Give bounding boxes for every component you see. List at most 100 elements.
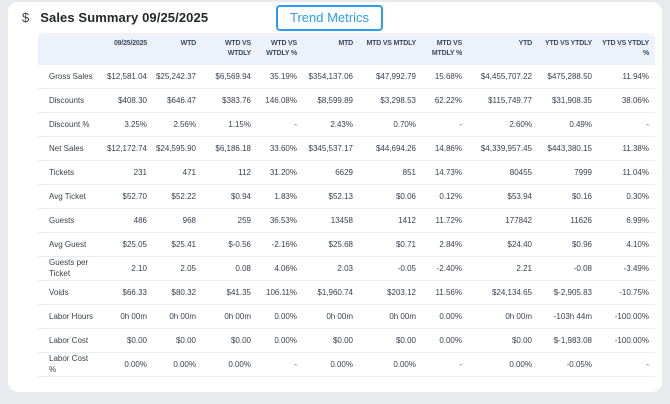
cell: 0.12% — [421, 184, 467, 209]
table-row: Guests per Ticket 2.10 2.05 0.08 4.06% 2.03 -0… — [38, 256, 655, 281]
table-row: Labor Cost % 0.00% 0.00% 0.00% -0.00% 0.00% -0… — [38, 352, 655, 378]
cell: 13458 — [302, 208, 358, 233]
cell: $4,455,707.22 — [467, 64, 537, 89]
column-header: 09/25/2025 — [102, 33, 152, 65]
cell: 0h 00m — [102, 304, 152, 329]
cell: 0.00% — [421, 328, 467, 353]
cell: 6.99% — [597, 208, 655, 233]
cell: $0.94 — [201, 184, 256, 209]
table-row: Discounts $408.30 $646.47 $383.76 146.08% $8,… — [38, 88, 655, 113]
cell: - — [597, 112, 655, 137]
table-row: Gross Sales $12,581.04 $25,242.37 $6,569.94… — [38, 64, 655, 89]
row-label: Labor Hours — [38, 304, 102, 329]
cell: -3.49% — [597, 256, 655, 281]
trend-metrics-button[interactable]: Trend Metrics — [276, 5, 383, 32]
cell: $383.76 — [201, 88, 256, 113]
column-header: WTD — [152, 33, 201, 65]
cell: 0h 00m — [358, 304, 421, 329]
cell: $25,242.37 — [152, 64, 201, 89]
cell: -100.00% — [597, 328, 655, 353]
sales-summary-table: 09/25/2025 WTD WTD VS WTDLY WTD VS WTDLY % M… — [38, 33, 655, 378]
row-label: Voids — [38, 280, 102, 305]
row-label: Gross Sales — [38, 64, 102, 89]
cell: $24,595.90 — [152, 136, 201, 161]
cell: $-1,983.08 — [537, 328, 597, 353]
cell: $47,992.79 — [358, 64, 421, 89]
cell: $25.41 — [152, 232, 201, 257]
cell: 968 — [152, 208, 201, 233]
cell: $44,694.26 — [358, 136, 421, 161]
cell: $354,137.06 — [302, 64, 358, 89]
cell: 1.15% — [201, 112, 256, 137]
cell: 106.11% — [256, 280, 302, 305]
cell: $4,339,957.45 — [467, 136, 537, 161]
cell: 486 — [102, 208, 152, 233]
cell: -2.16% — [256, 232, 302, 257]
cell: 0.70% — [358, 112, 421, 137]
cell: $52.13 — [302, 184, 358, 209]
cell: 11.72% — [421, 208, 467, 233]
cell: $0.00 — [152, 328, 201, 353]
cell: 0.00% — [467, 352, 537, 378]
cell: 6629 — [302, 160, 358, 185]
cell: $0.16 — [537, 184, 597, 209]
cell: - — [421, 112, 467, 137]
column-header: MTD — [302, 33, 358, 65]
cell: $6,569.94 — [201, 64, 256, 89]
cell: $52.70 — [102, 184, 152, 209]
cell: $8,599.89 — [302, 88, 358, 113]
column-header — [38, 33, 102, 65]
row-label: Tickets — [38, 160, 102, 185]
cell: $24,134.65 — [467, 280, 537, 305]
table-row: Avg Guest $25.05 $25.41 $-0.56 -2.16% $25.68 $… — [38, 232, 655, 257]
cell: 0.00% — [201, 352, 256, 378]
cell: $345,537.17 — [302, 136, 358, 161]
cell: 1412 — [358, 208, 421, 233]
cell: $0.06 — [358, 184, 421, 209]
cell: $203.12 — [358, 280, 421, 305]
cell: 3.25% — [102, 112, 152, 137]
cell: 4.06% — [256, 256, 302, 281]
table-row: Voids $66.33 $80.32 $41.35 106.11% $1,960.74 $… — [38, 280, 655, 305]
table-row: Net Sales $12,172.74 $24,595.90 $6,186.18 33… — [38, 136, 655, 161]
cell: $0.71 — [358, 232, 421, 257]
cell: 11.94% — [597, 64, 655, 89]
card-header: $ Sales Summary 09/25/2025 Trend Metrics — [8, 2, 662, 32]
cell: 80455 — [467, 160, 537, 185]
cell: 33.60% — [256, 136, 302, 161]
cell: 0.00% — [302, 352, 358, 378]
cell: -10.75% — [597, 280, 655, 305]
cell: 0.30% — [597, 184, 655, 209]
cell: -0.08 — [537, 256, 597, 281]
cell: $0.00 — [358, 328, 421, 353]
cell: 0.00% — [421, 304, 467, 329]
cell: 2.60% — [467, 112, 537, 137]
row-label: Labor Cost — [38, 328, 102, 353]
cell: 0.00% — [358, 352, 421, 378]
row-label: Guests — [38, 208, 102, 233]
cell: $25.05 — [102, 232, 152, 257]
cell: 7999 — [537, 160, 597, 185]
cell: 851 — [358, 160, 421, 185]
cell: - — [256, 352, 302, 378]
cell: -0.05% — [537, 352, 597, 378]
cell: 14.86% — [421, 136, 467, 161]
cell: 62.22% — [421, 88, 467, 113]
table-row: Labor Cost $0.00 $0.00 $0.00 0.00% $0.00 $0.00… — [38, 328, 655, 353]
cell: $6,186.18 — [201, 136, 256, 161]
cell: -2.40% — [421, 256, 467, 281]
cell: 11626 — [537, 208, 597, 233]
cell: 15.68% — [421, 64, 467, 89]
row-label: Guests per Ticket — [38, 256, 102, 281]
cell: $0.00 — [102, 328, 152, 353]
cell: $646.47 — [152, 88, 201, 113]
cell: -100.00% — [597, 304, 655, 329]
table-header-row: 09/25/2025 WTD WTD VS WTDLY WTD VS WTDLY % M… — [38, 33, 655, 65]
cell: 1.83% — [256, 184, 302, 209]
cell: $53.94 — [467, 184, 537, 209]
column-header: MTD VS MTDLY — [358, 33, 421, 65]
cell: 2.10 — [102, 256, 152, 281]
cell: 0.00% — [256, 328, 302, 353]
cell: 11.56% — [421, 280, 467, 305]
table-row: Tickets 231 471 112 31.20% 6629 851 14.73% 80455… — [38, 160, 655, 185]
